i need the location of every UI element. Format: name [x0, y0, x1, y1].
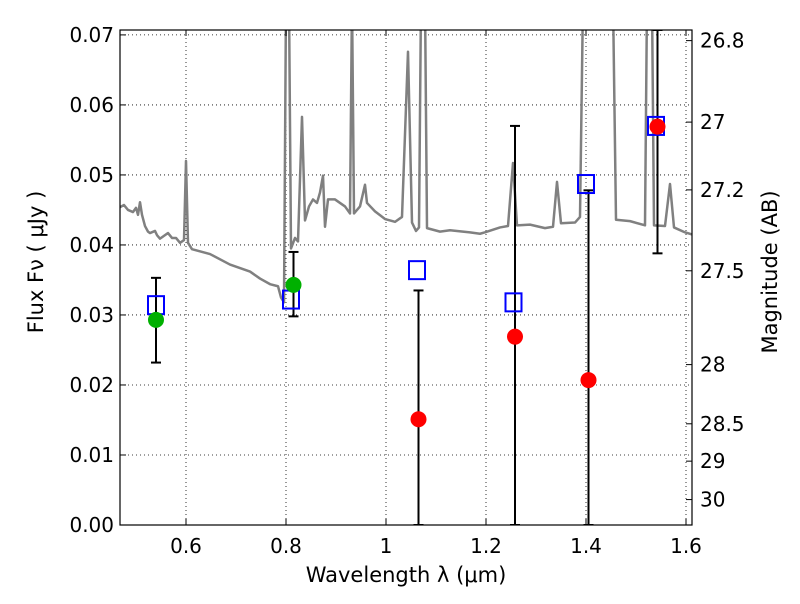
plot-marks: [120, 30, 692, 525]
y-tick-label: 0.00: [69, 513, 114, 537]
plot-frame: [119, 29, 693, 526]
model-square-marker: [577, 174, 595, 195]
nondetection-point: [410, 411, 427, 428]
x-tick-label: 1.2: [470, 534, 502, 558]
right-tick-label: 26.8: [700, 29, 745, 53]
x-tick-label: 1.4: [570, 534, 602, 558]
x-axis-label: Wavelength λ (μm): [306, 563, 507, 587]
ticks: 0.6 0.8 1 1.2 1.4 1.6 0.00 0.01 0.02 0.03 0.04 0.05…: [69, 23, 744, 558]
y-axis-label: Flux Fν ( μJy ): [24, 191, 48, 334]
model-square-marker: [504, 292, 523, 313]
y-tick-label: 0.03: [69, 303, 114, 327]
detection-point: [285, 276, 302, 293]
model-square-marker: [408, 260, 426, 281]
right-tick-label: 30: [700, 488, 725, 512]
x-tick-label: 0.6: [170, 534, 202, 558]
nondetection-point: [649, 118, 666, 135]
right-tick-label: 29: [700, 449, 725, 473]
right-tick-label: 27.2: [700, 178, 745, 202]
y-tick-label: 0.01: [69, 443, 114, 467]
y-tick-label: 0.06: [69, 93, 114, 117]
y-tick-label: 0.05: [69, 163, 114, 187]
spectrum-line: [120, 30, 692, 304]
y-tick-label: 0.04: [69, 233, 114, 257]
x-tick-label: 1.6: [670, 534, 702, 558]
x-tick-label: 0.8: [270, 534, 302, 558]
y-tick-label: 0.02: [69, 373, 114, 397]
right-tick-label: 28: [700, 353, 725, 377]
right-axis-label: Magnitude (AB): [758, 190, 782, 353]
right-tick-label: 28.5: [700, 412, 745, 436]
detection-point: [148, 311, 164, 328]
right-tick-label: 27: [700, 110, 725, 134]
nondetection-point: [507, 328, 523, 345]
nondetection-point: [580, 372, 597, 389]
y-tick-label: 0.07: [69, 23, 114, 47]
right-tick-label: 27.5: [700, 259, 745, 283]
x-tick-label: 1: [380, 534, 393, 558]
